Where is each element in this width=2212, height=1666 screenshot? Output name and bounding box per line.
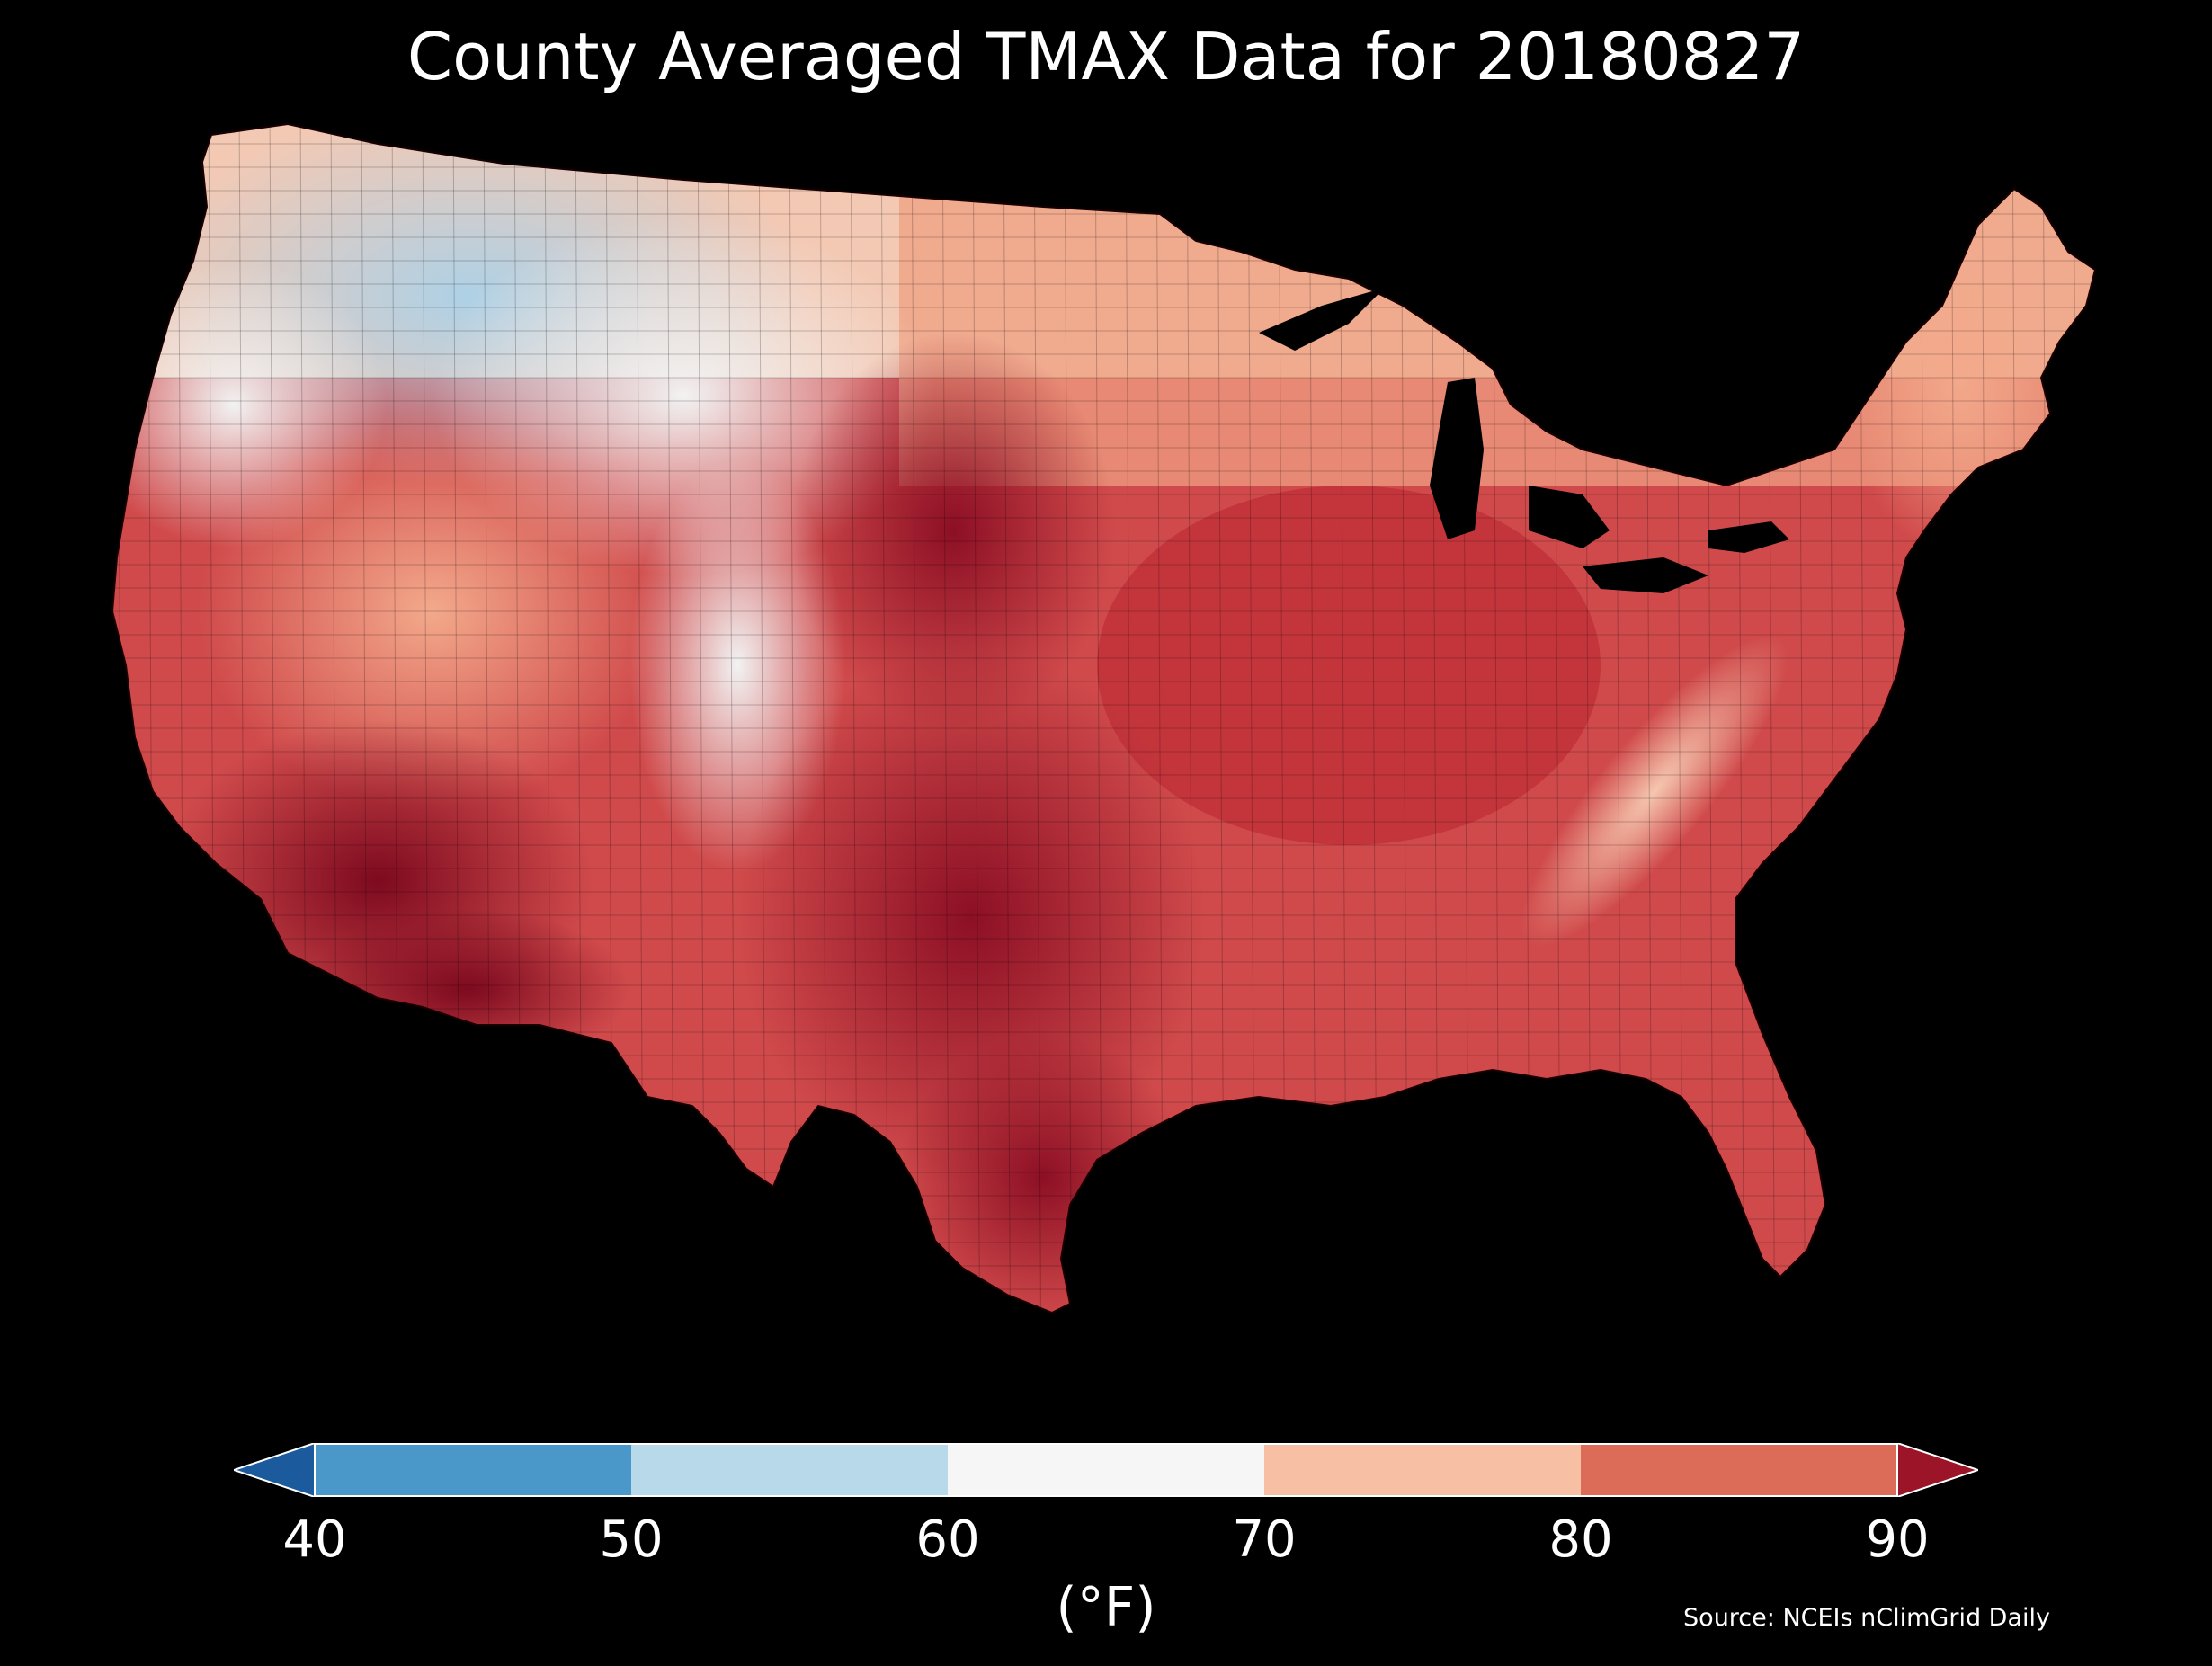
lake-superior bbox=[1259, 288, 1385, 351]
appalachian-cooler-ridge bbox=[1521, 636, 1788, 947]
midwest-hot-area bbox=[1097, 486, 1601, 845]
colorbar-bin bbox=[948, 1443, 1265, 1497]
colorbar-bin bbox=[1581, 1443, 1898, 1497]
colorbar-tick-label: 90 bbox=[1865, 1510, 1930, 1569]
lake-ontario bbox=[1708, 521, 1789, 553]
colorbar-units-label: (°F) bbox=[1056, 1576, 1156, 1639]
colorbar-low-extension bbox=[230, 1441, 316, 1499]
colorbar-tick-label: 70 bbox=[1232, 1510, 1297, 1569]
colorbar-tick-label: 40 bbox=[282, 1510, 347, 1569]
county-grid-line bbox=[1064, 124, 1073, 1313]
colorbar-tick-label: 60 bbox=[915, 1510, 980, 1569]
county-grid-line bbox=[1889, 124, 1898, 1313]
colorbar-tick-label: 80 bbox=[1548, 1510, 1613, 1569]
colorbar-bin bbox=[631, 1443, 949, 1497]
map-title: County Averaged TMAX Data for 20180827 bbox=[406, 19, 1806, 94]
county-grid-line bbox=[1033, 124, 1042, 1313]
colorbar-svg bbox=[230, 1441, 1982, 1499]
colorbar-tick-label: 50 bbox=[599, 1510, 664, 1569]
arizona-hot-area bbox=[306, 908, 629, 1070]
map-canvas bbox=[111, 123, 2096, 1314]
colorbar bbox=[230, 1441, 1982, 1499]
colorbar-bin bbox=[315, 1443, 632, 1497]
lake-erie bbox=[1583, 557, 1708, 593]
county-grid-line bbox=[1859, 124, 1868, 1313]
great-lakes bbox=[1259, 288, 1789, 593]
colorbar-frame bbox=[314, 1443, 1898, 1497]
us-county-map bbox=[0, 108, 2212, 1403]
dakotas-hot-area bbox=[791, 333, 1115, 728]
county-grid-line bbox=[1003, 124, 1012, 1313]
county-grid-line bbox=[941, 124, 950, 1313]
great-basin-warm-area bbox=[198, 414, 665, 809]
county-grid-line bbox=[972, 124, 981, 1313]
lake-huron bbox=[1529, 486, 1610, 548]
county-grid-line bbox=[1920, 124, 1929, 1313]
colorbar-bin bbox=[1264, 1443, 1582, 1497]
county-grid-line bbox=[116, 124, 125, 1313]
source-note: Source: NCEIs nClimGrid Daily bbox=[1683, 1604, 2050, 1632]
south-texas-hot-area bbox=[899, 1034, 1187, 1313]
lake-michigan bbox=[1430, 378, 1484, 539]
colorbar-high-extension bbox=[1896, 1441, 1982, 1499]
